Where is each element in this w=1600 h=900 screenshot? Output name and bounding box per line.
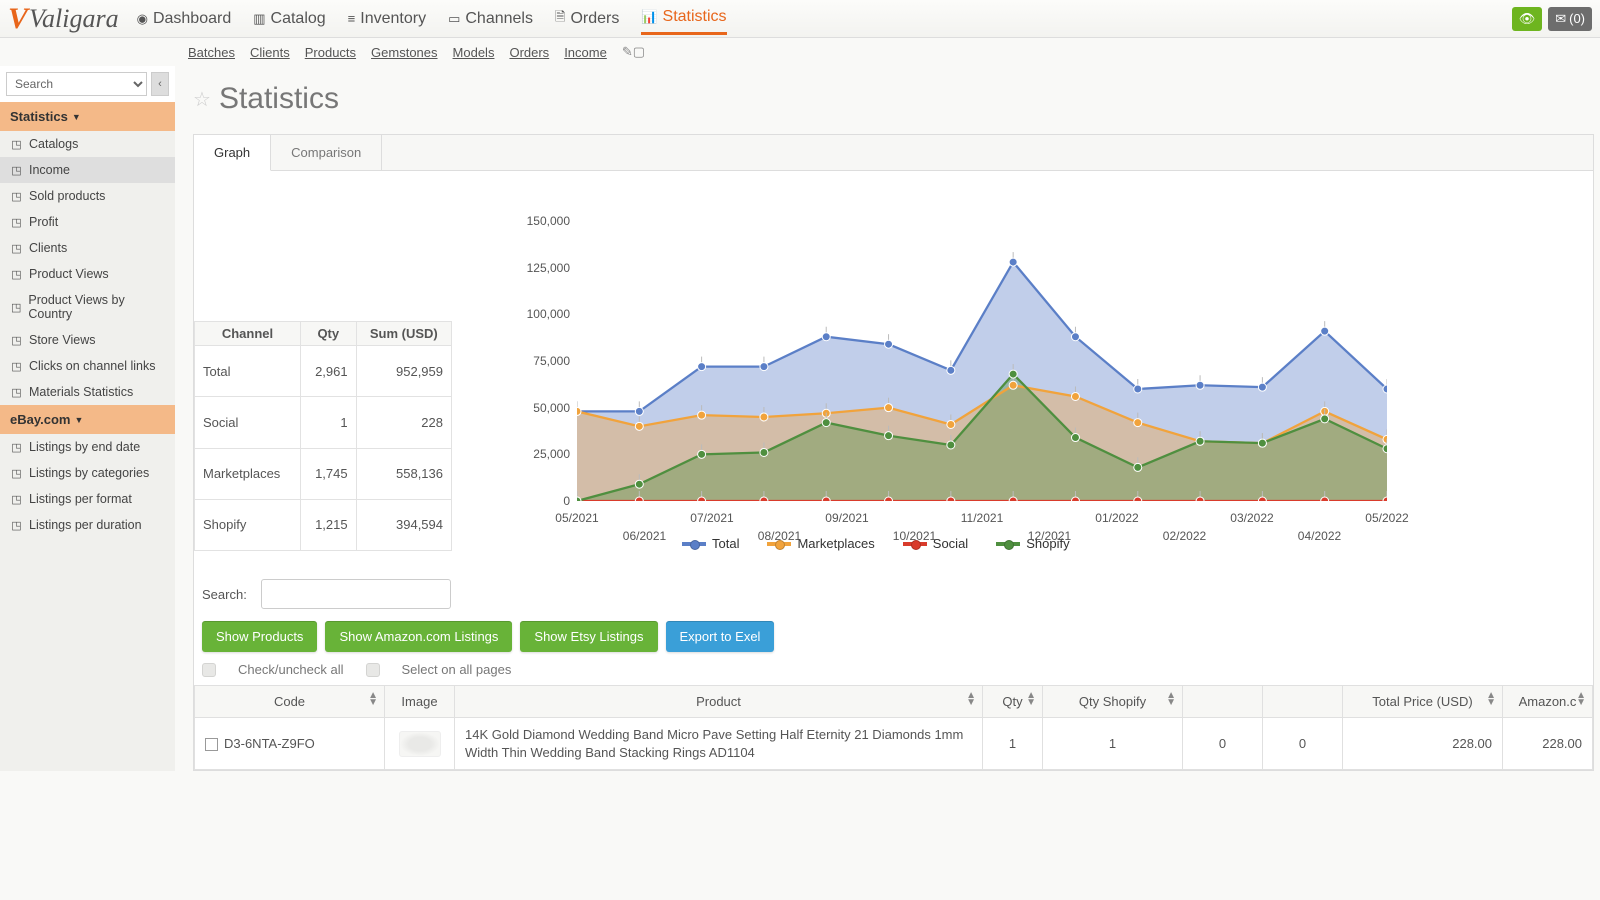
side-item-listings-per-format[interactable]: ◳Listings per format	[0, 486, 175, 512]
row-checkbox[interactable]	[205, 738, 218, 751]
tab-comparison[interactable]: Comparison	[271, 135, 382, 170]
side-item-product-views[interactable]: ◳Product Views	[0, 261, 175, 287]
table-row[interactable]: D3-6NTA-Z9FO14K Gold Diamond Wedding Ban…	[195, 718, 1593, 770]
side-item-listings-by-end-date[interactable]: ◳Listings by end date	[0, 434, 175, 460]
side-item-listings-by-categories[interactable]: ◳Listings by categories	[0, 460, 175, 486]
nav-channels[interactable]: ▭ Channels	[448, 4, 533, 34]
side-item-materials-statistics[interactable]: ◳Materials Statistics	[0, 379, 175, 405]
side-item-store-views[interactable]: ◳Store Views	[0, 327, 175, 353]
nav-orders[interactable]: 🗎 Orders	[555, 2, 619, 36]
select-all-pages-checkbox[interactable]	[366, 663, 380, 677]
logo[interactable]: VValigara	[8, 2, 119, 36]
nav-statistics[interactable]: 📊 Statistics	[641, 2, 726, 35]
col-qty[interactable]: Qty▲▼	[983, 686, 1043, 718]
col-blank-5[interactable]	[1183, 686, 1263, 718]
select-all-pages-label: Select on all pages	[402, 662, 512, 677]
mail-button[interactable]: ✉ (0)	[1548, 7, 1592, 31]
collapse-sidebar[interactable]: ‹	[151, 72, 169, 96]
side-item-profit[interactable]: ◳Profit	[0, 209, 175, 235]
btn-show-products[interactable]: Show Products	[202, 621, 317, 652]
page-title: Statistics	[219, 82, 339, 116]
side-item-listings-per-duration[interactable]: ◳Listings per duration	[0, 512, 175, 538]
side-item-sold-products[interactable]: ◳Sold products	[0, 183, 175, 209]
income-chart: TotalMarketplacesSocialShopify 025,00050…	[482, 211, 1402, 551]
side-item-income[interactable]: ◳Income	[0, 157, 175, 183]
favorite-star-icon[interactable]: ☆	[193, 87, 211, 112]
col-product[interactable]: Product▲▼	[455, 686, 983, 718]
col-blank-6[interactable]	[1263, 686, 1343, 718]
products-table: Code▲▼ImageProduct▲▼Qty▲▼Qty Shopify▲▼ To…	[194, 685, 1593, 770]
subnav-clients[interactable]: Clients	[250, 45, 290, 60]
subnav-products[interactable]: Products	[305, 45, 356, 60]
side-section-ebay-com[interactable]: eBay.com ▼	[0, 405, 175, 434]
tab-graph[interactable]: Graph	[194, 135, 271, 171]
eye-button[interactable]: 👁	[1512, 7, 1543, 31]
col-total-price-usd-[interactable]: Total Price (USD)▲▼	[1343, 686, 1503, 718]
btn-show-amazon-com-listings[interactable]: Show Amazon.com Listings	[325, 621, 512, 652]
edit-icon[interactable]: ✎▢	[622, 44, 645, 60]
subnav-models[interactable]: Models	[453, 45, 495, 60]
side-item-product-views-by-country[interactable]: ◳Product Views by Country	[0, 287, 175, 327]
check-all-label: Check/uncheck all	[238, 662, 344, 677]
col-qty-shopify[interactable]: Qty Shopify▲▼	[1043, 686, 1183, 718]
check-all-checkbox[interactable]	[202, 663, 216, 677]
btn-export-to-exel[interactable]: Export to Exel	[666, 621, 775, 652]
side-item-clients[interactable]: ◳Clients	[0, 235, 175, 261]
product-thumb	[399, 731, 441, 757]
side-section-statistics[interactable]: Statistics ▼	[0, 102, 175, 131]
subnav-gemstones[interactable]: Gemstones	[371, 45, 437, 60]
side-item-clicks-on-channel-links[interactable]: ◳Clicks on channel links	[0, 353, 175, 379]
search-label: Search:	[202, 587, 247, 602]
col-amazon-c[interactable]: Amazon.c▲▼	[1503, 686, 1593, 718]
subnav-orders[interactable]: Orders	[509, 45, 549, 60]
summary-table: ChannelQtySum (USD) Total2,961952,959Soc…	[194, 321, 452, 551]
product-search-input[interactable]	[261, 579, 451, 609]
subnav-batches[interactable]: Batches	[188, 45, 235, 60]
nav-inventory[interactable]: ≡ Inventory	[348, 4, 426, 34]
subnav-income[interactable]: Income	[564, 45, 607, 60]
side-item-catalogs[interactable]: ◳Catalogs	[0, 131, 175, 157]
nav-dashboard[interactable]: ◉ Dashboard	[137, 4, 232, 34]
search-select[interactable]: Search	[6, 72, 147, 96]
nav-catalog[interactable]: ▥ Catalog	[253, 4, 325, 34]
btn-show-etsy-listings[interactable]: Show Etsy Listings	[520, 621, 657, 652]
col-code[interactable]: Code▲▼	[195, 686, 385, 718]
col-image[interactable]: Image	[385, 686, 455, 718]
